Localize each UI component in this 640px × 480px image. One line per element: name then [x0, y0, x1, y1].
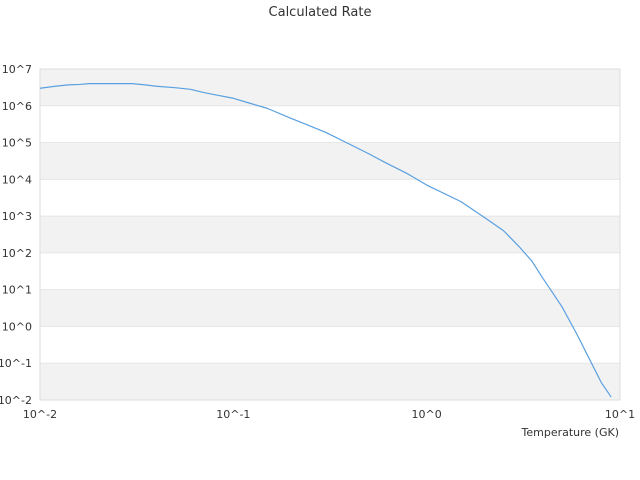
y-tick-label: 10^1	[2, 284, 32, 297]
y-tick-label: 10^-1	[0, 357, 32, 370]
x-tick-label: 10^-1	[216, 408, 250, 421]
grid-band	[40, 69, 620, 106]
x-axis-title: Temperature (GK)	[521, 426, 620, 439]
x-tick-label: 10^0	[412, 408, 442, 421]
grid-band	[40, 289, 620, 327]
y-tick-label: 10^3	[2, 210, 32, 223]
series-line	[39, 83, 612, 398]
x-axis-ticks: 10^-2 10^-1 10^0 10^1	[23, 408, 635, 421]
chart-title: Calculated Rate	[269, 5, 372, 20]
y-tick-label: 10^5	[2, 137, 32, 150]
grid-band	[40, 216, 620, 253]
y-tick-label: 10^-2	[0, 394, 32, 407]
x-tick-label: 10^-2	[23, 408, 57, 421]
plot-frame	[39, 68, 621, 401]
y-tick-label: 10^6	[2, 100, 32, 113]
x-tick-label: 10^1	[605, 408, 635, 421]
y-tick-label: 10^7	[2, 63, 32, 76]
y-tick-label: 10^2	[2, 247, 32, 260]
grid-band	[40, 363, 620, 400]
series-layer	[39, 83, 612, 398]
y-tick-label: 10^4	[2, 173, 32, 186]
y-tick-label: 10^0	[2, 320, 32, 333]
grid-band	[40, 142, 620, 180]
y-axis-ticks: 10^-2 10^-1 10^0 10^1 10^2 10^3 10^4 10^5 10^6 10…	[0, 63, 32, 407]
grid-bands	[40, 68, 620, 401]
